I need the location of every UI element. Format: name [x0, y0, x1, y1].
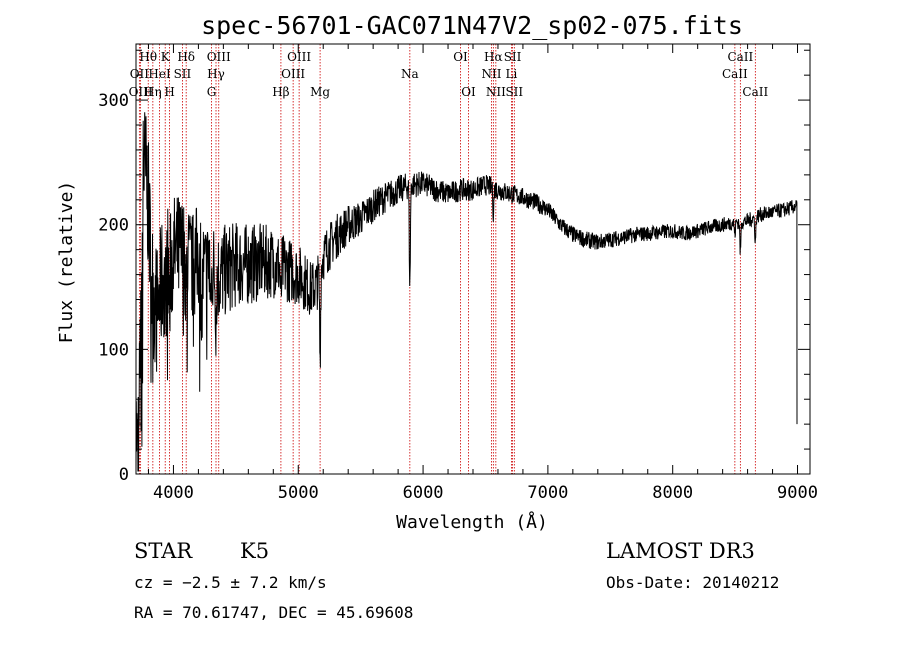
y-tick-label: 300 [98, 91, 129, 111]
spectral-line-label: SII [174, 67, 192, 81]
coordinates: RA = 70.61747, DEC = 45.69608 [134, 603, 413, 622]
spectral-line-label: OI [453, 50, 468, 64]
spectral-line-label: SII [504, 50, 522, 64]
spectral-line-label: Li [506, 67, 518, 81]
spectral-line-label: OIII [281, 67, 305, 81]
spectral-line-label: OII [130, 67, 150, 81]
spectral-line-label: Hη [144, 85, 162, 99]
spectrum-line [136, 112, 798, 472]
x-tick-label: 4000 [153, 483, 194, 503]
spectral-line-label: NII [486, 85, 506, 99]
spectral-line-label: Hθ [139, 50, 157, 64]
x-tick-label: 9000 [777, 483, 818, 503]
spectral-line-label: G [207, 85, 217, 99]
spectral-line-label: OI [461, 85, 476, 99]
spectral-line-label: H [164, 85, 174, 99]
spectral-line-label: HeI [148, 67, 171, 81]
spectral-line-markers [138, 44, 756, 474]
spectral-line-label: NII [481, 67, 501, 81]
spectral-line-label: SII [505, 85, 523, 99]
x-axis-label: Wavelength (Å) [396, 511, 548, 533]
x-tick-label: 7000 [527, 483, 568, 503]
x-tick-labels: 4000 5000 6000 7000 8000 9000 [153, 483, 818, 503]
spectral-line-label: Na [401, 67, 419, 81]
spectral-line-label: CaII [727, 50, 753, 64]
x-tick-label: 5000 [278, 483, 319, 503]
y-tick-label: 100 [98, 340, 129, 360]
y-tick-label: 0 [119, 465, 129, 485]
survey-name: LAMOST DR3 [606, 539, 755, 563]
x-tick-label: 6000 [403, 483, 444, 503]
spectral-line-label: OIII [287, 50, 311, 64]
spectral-line-label: Mg [310, 85, 330, 99]
spectral-line-label: CaII [742, 85, 768, 99]
axis-ticks [136, 44, 810, 475]
spectral-line-label: OIII [129, 85, 153, 99]
spectral-line-label: OIII [207, 50, 231, 64]
spectral-line-label: K [161, 50, 171, 64]
obs-date: Obs-Date: 20140212 [606, 573, 779, 592]
spectral-line-label: CaII [722, 67, 748, 81]
chart-title: spec-56701-GAC071N47V2_sp02-075.fits [201, 11, 743, 40]
y-tick-labels: 0 100 200 300 [98, 91, 129, 485]
redshift-info: cz = −2.5 ± 7.2 km/s [134, 573, 327, 592]
spectral-line-label: Hγ [207, 67, 225, 81]
spectral-line-label: Hα [484, 50, 503, 64]
object-class: STAR [134, 539, 193, 563]
spectral-line-label: Hδ [177, 50, 195, 64]
y-axis-label: Flux (relative) [56, 181, 77, 344]
y-tick-label: 200 [98, 216, 129, 236]
x-tick-label: 8000 [652, 483, 693, 503]
object-subclass: K5 [240, 539, 269, 563]
spectral-line-label: Hβ [272, 85, 289, 99]
